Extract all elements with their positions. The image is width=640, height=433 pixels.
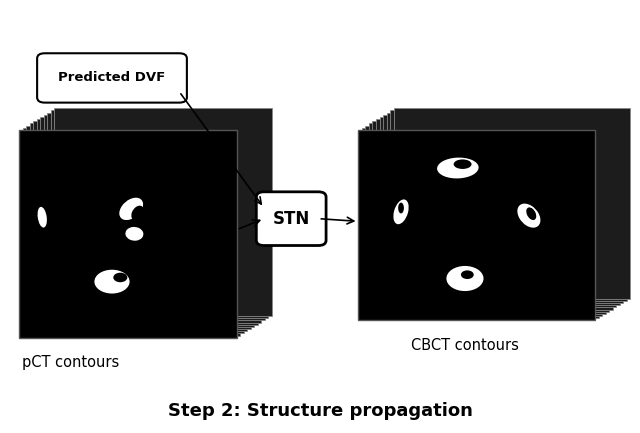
- Bar: [29, 123, 248, 331]
- Text: Predicted DVF: Predicted DVF: [58, 71, 166, 84]
- Ellipse shape: [447, 266, 484, 291]
- Text: STN: STN: [273, 210, 310, 228]
- Ellipse shape: [113, 273, 127, 282]
- FancyBboxPatch shape: [37, 53, 187, 103]
- Bar: [51, 110, 269, 318]
- Ellipse shape: [95, 270, 129, 294]
- Ellipse shape: [517, 204, 540, 228]
- Bar: [44, 115, 262, 323]
- Ellipse shape: [526, 207, 536, 220]
- Bar: [365, 126, 602, 316]
- Bar: [54, 108, 272, 316]
- Bar: [362, 128, 599, 318]
- Bar: [33, 121, 251, 329]
- Text: pCT contours: pCT contours: [22, 355, 120, 370]
- Bar: [47, 113, 265, 320]
- Ellipse shape: [131, 206, 144, 220]
- Bar: [19, 130, 237, 338]
- Bar: [380, 117, 616, 307]
- Bar: [376, 119, 613, 310]
- FancyBboxPatch shape: [256, 192, 326, 246]
- Bar: [40, 117, 258, 325]
- Bar: [26, 126, 244, 333]
- Ellipse shape: [38, 207, 47, 228]
- Bar: [372, 121, 609, 312]
- Bar: [358, 130, 595, 320]
- Ellipse shape: [454, 159, 472, 169]
- Bar: [383, 115, 620, 305]
- Bar: [390, 110, 627, 301]
- Ellipse shape: [398, 203, 404, 213]
- Ellipse shape: [461, 270, 474, 279]
- Ellipse shape: [125, 227, 143, 241]
- Bar: [369, 123, 605, 314]
- Text: CBCT contours: CBCT contours: [411, 338, 519, 353]
- Ellipse shape: [119, 198, 143, 220]
- Bar: [36, 119, 255, 327]
- Bar: [394, 108, 630, 299]
- Bar: [23, 128, 241, 336]
- Ellipse shape: [437, 158, 479, 178]
- Ellipse shape: [394, 200, 409, 224]
- Bar: [387, 113, 623, 303]
- Text: Step 2: Structure propagation: Step 2: Structure propagation: [168, 402, 472, 420]
